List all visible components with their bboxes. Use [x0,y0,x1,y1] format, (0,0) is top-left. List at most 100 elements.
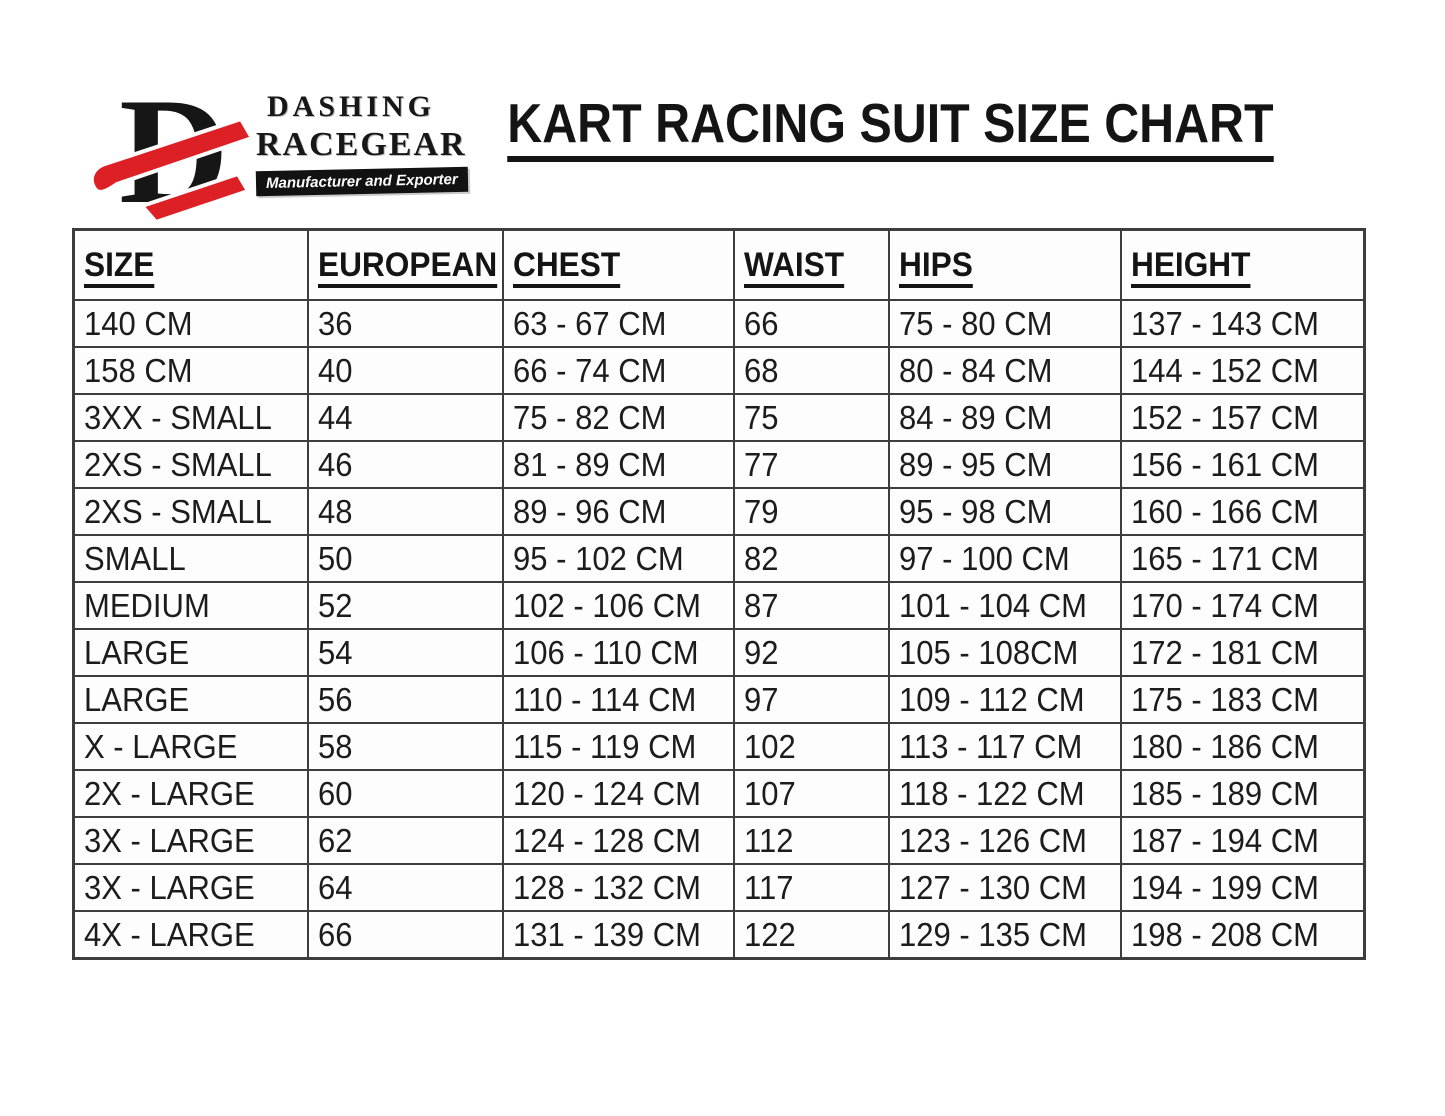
table-cell-text: 95 - 98 CM [898,492,1052,530]
table-cell-text: LARGE [84,633,190,671]
table-cell-text: 124 - 128 CM [512,821,701,859]
table-cell-text: 129 - 135 CM [898,915,1087,953]
table-cell-text: 80 - 84 CM [898,351,1052,389]
table-cell: 102 [732,722,890,771]
table-cell: 46 [306,440,504,489]
column-header-hips: HIPS [887,228,1122,301]
table-cell-text: 152 - 157 CM [1130,398,1319,436]
table-cell-text: 36 [317,304,353,342]
table-cell-text: 112 [743,821,793,859]
table-cell-text: 63 - 67 CM [512,304,666,342]
table-cell: 172 - 181 CM [1119,628,1366,677]
table-cell: 170 - 174 CM [1119,581,1366,630]
table-cell-text: 92 [743,633,779,671]
table-cell-text: 56 [317,680,353,718]
table-cell-text: MEDIUM [84,586,210,624]
table-cell-text: 156 - 161 CM [1130,445,1319,483]
table-cell: 158 CM [72,346,309,395]
table-cell-text: 120 - 124 CM [512,774,701,812]
table-cell: 66 [306,910,504,960]
column-header-height: HEIGHT [1119,228,1366,301]
table-cell: 107 [732,769,890,818]
table-cell: 97 - 100 CM [887,534,1122,583]
table-cell: 97 [732,675,890,724]
size-chart-table: SIZE EUROPEAN CHEST WAIST HIPS HEIGHT 140 CM 3… [72,228,1366,960]
table-cell-text: 75 - 82 CM [512,398,666,436]
table-cell: 2XS - SMALL [72,440,309,489]
table-cell-text: 40 [317,351,353,389]
table-row: 4X - LARGE 66 131 - 139 CM 122 129 - 135 CM 1… [72,910,1366,960]
table-row: LARGE 56 110 - 114 CM 97 109 - 112 CM 175 - 1… [72,675,1366,724]
table-cell-text: 89 - 95 CM [898,445,1052,483]
table-cell-text: 3X - LARGE [84,821,255,859]
table-cell: LARGE [72,675,309,724]
table-cell: SMALL [72,534,309,583]
table-cell-text: 68 [743,351,779,389]
column-header-label: CHEST [512,245,620,284]
table-cell: 89 - 95 CM [887,440,1122,489]
table-cell: 127 - 130 CM [887,863,1122,912]
table-cell: 48 [306,487,504,536]
table-cell-text: 115 - 119 CM [512,727,696,765]
table-cell-text: 198 - 208 CM [1130,915,1319,953]
table-cell-text: 87 [743,586,779,624]
table-row: 2XS - SMALL 48 89 - 96 CM 79 95 - 98 CM 160 -… [72,487,1366,536]
table-cell: 3X - LARGE [72,816,309,865]
table-cell-text: 46 [317,445,353,483]
table-cell: 2XS - SMALL [72,487,309,536]
table-cell-text: 3X - LARGE [84,868,255,906]
table-cell-text: 123 - 126 CM [898,821,1087,859]
table-cell-text: 131 - 139 CM [512,915,701,953]
table-cell: 58 [306,722,504,771]
table-cell: 44 [306,393,504,442]
table-cell-text: 101 - 104 CM [898,586,1087,624]
table-cell-text: 185 - 189 CM [1130,774,1319,812]
table-cell-text: 117 [743,868,793,906]
brand-tagline: Manufacturer and Exporter [255,166,468,197]
column-header-label: EUROPEAN [317,245,497,284]
table-cell: X - LARGE [72,722,309,771]
table-cell: 137 - 143 CM [1119,299,1366,348]
table-cell: 50 [306,534,504,583]
table-row: LARGE 54 106 - 110 CM 92 105 - 108CM 172 - 18… [72,628,1366,677]
table-cell-text: 48 [317,492,353,530]
table-cell-text: 102 [743,727,796,765]
column-header-label: WAIST [743,245,844,284]
table-cell-text: 110 - 114 CM [512,680,696,718]
table-row: SMALL 50 95 - 102 CM 82 97 - 100 CM 165 - 171… [72,534,1366,583]
table-cell: 144 - 152 CM [1119,346,1366,395]
table-cell: 68 [732,346,890,395]
table-cell-text: 158 CM [84,351,193,389]
table-cell: 194 - 199 CM [1119,863,1366,912]
brand-d-monogram-icon: D [89,67,255,235]
table-cell-text: 84 - 89 CM [898,398,1052,436]
table-cell: 128 - 132 CM [501,863,735,912]
table-cell: MEDIUM [72,581,309,630]
table-cell: 60 [306,769,504,818]
table-cell-text: 140 CM [84,304,193,342]
table-cell-text: 58 [317,727,353,765]
size-table-header-row: SIZE EUROPEAN CHEST WAIST HIPS HEIGHT [72,228,1366,301]
table-cell: 115 - 119 CM [501,722,735,771]
table-cell: 123 - 126 CM [887,816,1122,865]
table-cell: 180 - 186 CM [1119,722,1366,771]
table-cell-text: 172 - 181 CM [1130,633,1319,671]
table-cell: 185 - 189 CM [1119,769,1366,818]
table-cell-text: 165 - 171 CM [1130,539,1319,577]
table-cell-text: 66 [317,915,353,953]
table-cell: 165 - 171 CM [1119,534,1366,583]
table-cell-text: 3XX - SMALL [84,398,272,436]
table-cell-text: 81 - 89 CM [512,445,666,483]
table-cell-text: X - LARGE [84,727,238,765]
table-row: X - LARGE 58 115 - 119 CM 102 113 - 117 CM 18… [72,722,1366,771]
table-cell-text: 160 - 166 CM [1130,492,1319,530]
table-cell: 80 - 84 CM [887,346,1122,395]
table-cell-text: LARGE [84,680,190,718]
table-row: 140 CM 36 63 - 67 CM 66 75 - 80 CM 137 - 143 … [72,299,1366,348]
table-cell: 89 - 96 CM [501,487,735,536]
table-cell-text: 175 - 183 CM [1130,680,1319,718]
brand-name-line2: RACEGEAR [256,126,467,163]
table-cell-text: 2X - LARGE [84,774,255,812]
table-cell: 92 [732,628,890,677]
